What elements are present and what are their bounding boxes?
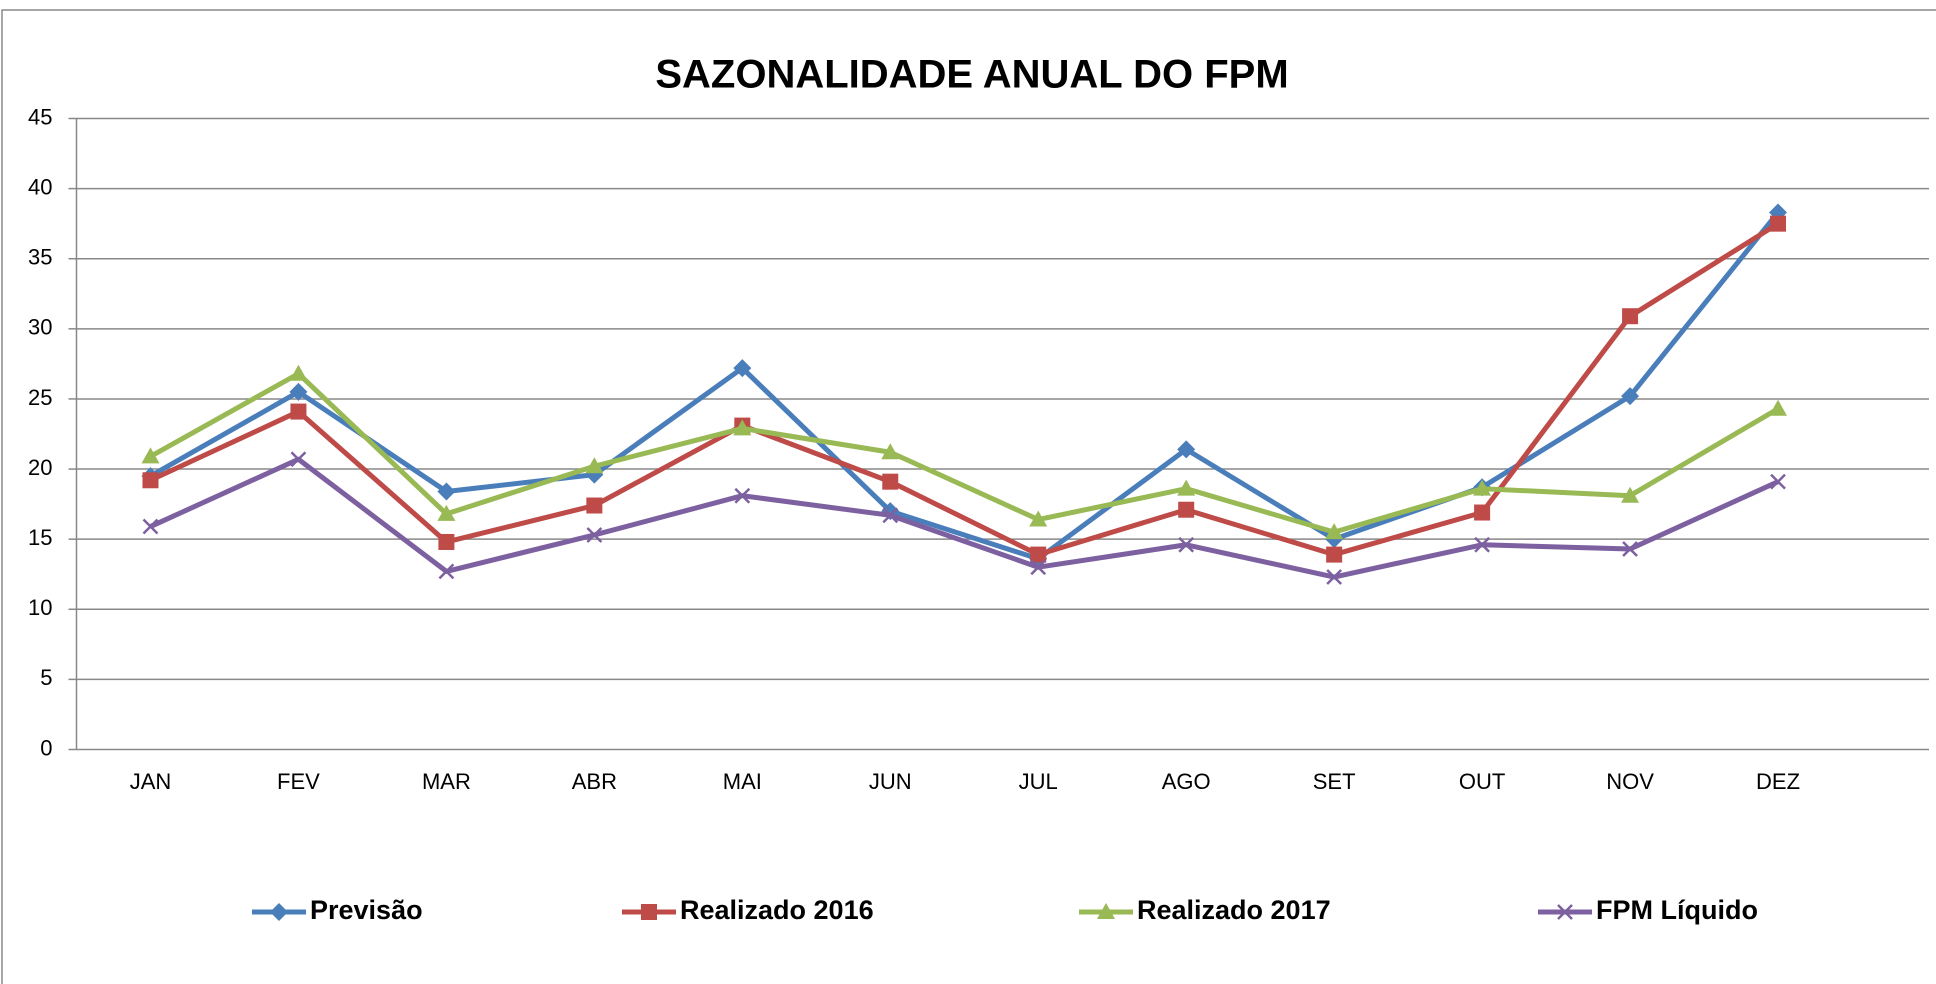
marker: [882, 473, 899, 490]
legend-label: Realizado 2016: [680, 895, 874, 925]
marker: [1326, 546, 1343, 563]
marker: [586, 527, 603, 543]
series: [141, 364, 1788, 540]
marker: [586, 497, 603, 514]
chart-frame: [1, 9, 1936, 984]
marker: [1029, 510, 1048, 527]
marker: [641, 904, 657, 920]
marker: [1326, 569, 1343, 585]
marker: [1325, 523, 1344, 540]
marker: [1474, 504, 1491, 521]
x-tick-label: JAN: [130, 769, 172, 794]
x-tick-label: SET: [1313, 769, 1356, 794]
series-line: [149, 371, 1780, 535]
marker: [1474, 536, 1490, 553]
marker: [142, 518, 159, 535]
x-tick-label: JUL: [1019, 769, 1058, 794]
series: [141, 203, 1788, 568]
marker: [733, 419, 752, 436]
marker: [733, 359, 752, 378]
x-tick-label: JUN: [869, 769, 912, 794]
marker: [585, 457, 604, 474]
marker: [437, 482, 456, 501]
series: [142, 451, 1786, 585]
marker: [1178, 536, 1195, 553]
marker: [1557, 904, 1573, 920]
legend-label: Realizado 2017: [1137, 895, 1331, 925]
marker: [1769, 399, 1788, 416]
x-tick-label: ABR: [572, 769, 617, 794]
marker: [438, 563, 455, 580]
marker: [270, 903, 288, 921]
marker: [289, 364, 308, 381]
marker: [1473, 479, 1492, 496]
y-tick-label: 0: [40, 735, 52, 760]
marker: [1178, 501, 1195, 518]
y-tick-label: 40: [28, 174, 52, 199]
y-tick-label: 20: [28, 455, 52, 480]
marker: [882, 507, 899, 524]
marker: [290, 451, 307, 468]
marker: [881, 443, 900, 460]
y-tick-label: 5: [40, 665, 52, 690]
y-tick-label: 10: [28, 595, 52, 620]
x-tick-label: NOV: [1606, 769, 1654, 794]
x-tick-label: OUT: [1459, 769, 1505, 794]
y-tick-label: 35: [28, 245, 52, 270]
x-tick-label: FEV: [277, 769, 320, 794]
marker: [1030, 546, 1047, 563]
marker: [289, 382, 308, 401]
y-tick-label: 45: [28, 104, 52, 129]
marker: [1621, 486, 1640, 503]
marker: [1622, 541, 1638, 557]
series-line: [149, 221, 1780, 558]
x-tick-label: MAR: [422, 769, 471, 794]
marker: [1770, 215, 1787, 232]
x-tick-label: AGO: [1162, 769, 1211, 794]
marker: [142, 472, 159, 489]
legend-label: FPM Líquido: [1596, 895, 1758, 925]
marker: [141, 447, 160, 464]
series-line: [149, 456, 1780, 580]
x-tick-label: MAI: [723, 769, 762, 794]
chart-title: SAZONALIDADE ANUAL DO FPM: [655, 53, 1288, 97]
marker: [290, 403, 307, 420]
x-tick-label: DEZ: [1756, 769, 1800, 794]
legend-label: Previsão: [310, 895, 423, 925]
series-line: [149, 210, 1780, 562]
marker: [1621, 387, 1640, 406]
marker: [438, 533, 455, 550]
marker: [734, 487, 751, 504]
marker: [1097, 903, 1115, 919]
marker: [1030, 559, 1047, 576]
series: [142, 215, 1787, 563]
marker: [1770, 473, 1786, 490]
y-tick-label: 25: [28, 385, 52, 410]
marker: [1177, 440, 1196, 459]
y-tick-label: 15: [28, 525, 52, 550]
marker: [437, 504, 456, 521]
marker: [1622, 308, 1639, 325]
marker: [1177, 479, 1196, 496]
y-tick-label: 30: [28, 315, 52, 340]
